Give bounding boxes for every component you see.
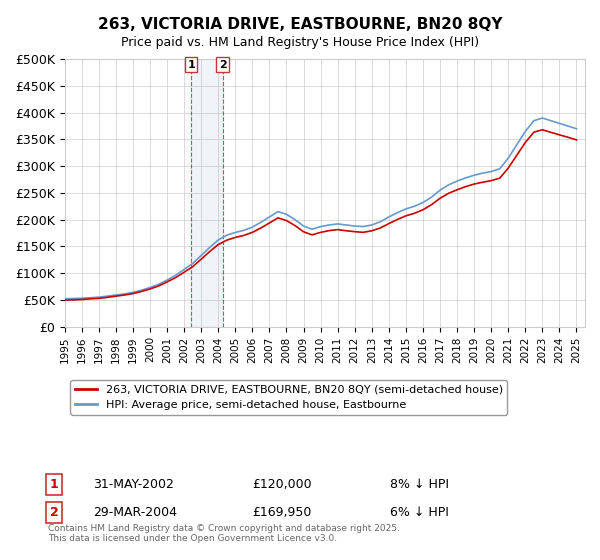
Text: 2: 2: [218, 59, 226, 69]
Text: 29-MAR-2004: 29-MAR-2004: [93, 506, 177, 519]
Text: 1: 1: [50, 478, 58, 491]
Text: £120,000: £120,000: [252, 478, 311, 491]
Text: Price paid vs. HM Land Registry's House Price Index (HPI): Price paid vs. HM Land Registry's House …: [121, 36, 479, 49]
Text: £169,950: £169,950: [252, 506, 311, 519]
Text: 31-MAY-2002: 31-MAY-2002: [93, 478, 174, 491]
Text: 8% ↓ HPI: 8% ↓ HPI: [390, 478, 449, 491]
Text: 263, VICTORIA DRIVE, EASTBOURNE, BN20 8QY: 263, VICTORIA DRIVE, EASTBOURNE, BN20 8Q…: [98, 17, 502, 32]
Bar: [191, 59, 223, 326]
Text: 2: 2: [50, 506, 58, 519]
Text: 6% ↓ HPI: 6% ↓ HPI: [390, 506, 449, 519]
Text: 1: 1: [187, 59, 195, 69]
Text: Contains HM Land Registry data © Crown copyright and database right 2025.
This d: Contains HM Land Registry data © Crown c…: [48, 524, 400, 543]
Legend: 263, VICTORIA DRIVE, EASTBOURNE, BN20 8QY (semi-detached house), HPI: Average pr: 263, VICTORIA DRIVE, EASTBOURNE, BN20 8Q…: [70, 380, 508, 415]
